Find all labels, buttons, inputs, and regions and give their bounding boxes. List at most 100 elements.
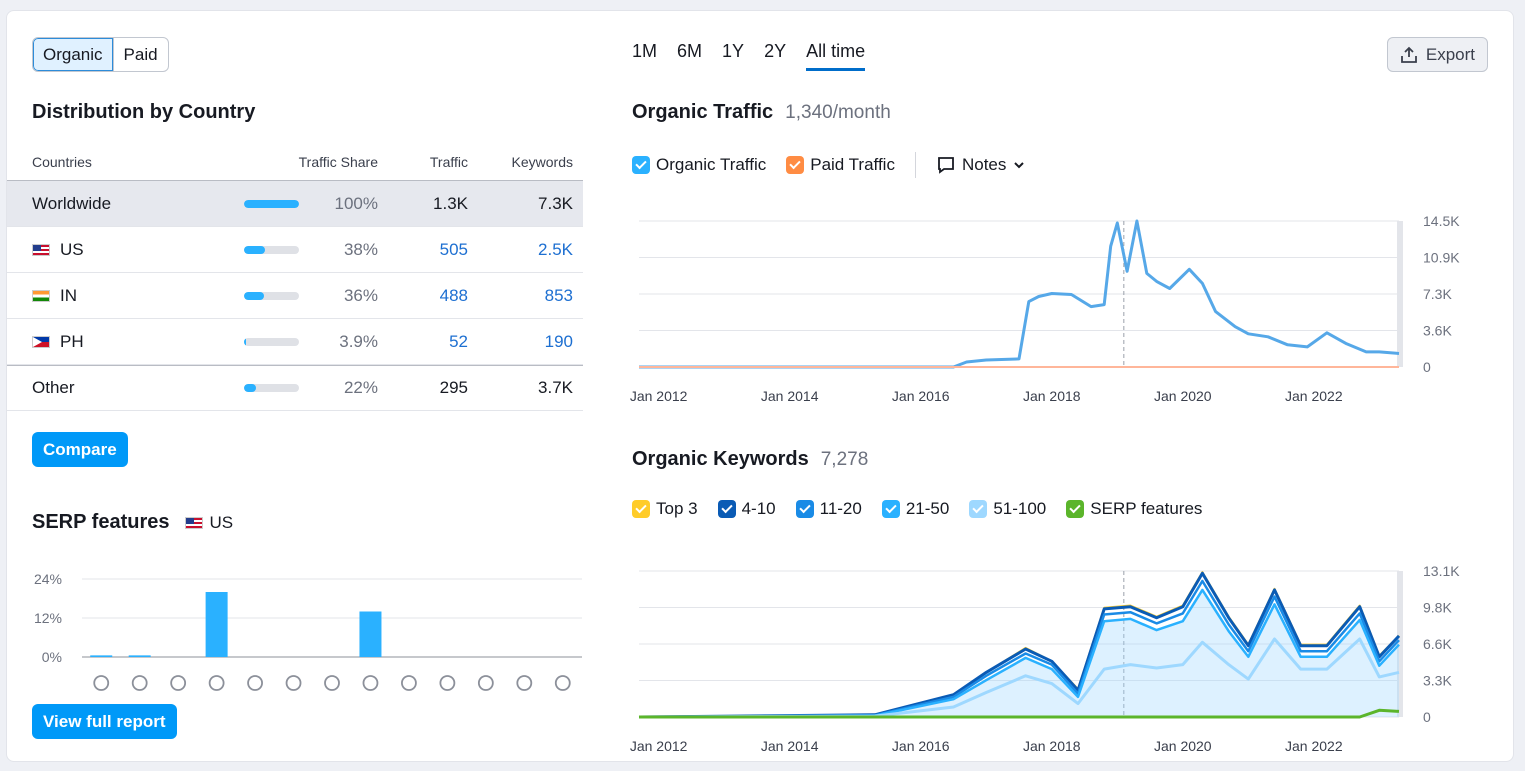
traffic-legend: Organic Traffic Paid Traffic Notes <box>632 152 1026 178</box>
y-tick-label: 14.5K <box>1423 213 1460 229</box>
serp-y-tick: 0% <box>42 649 62 665</box>
legend-top-3[interactable]: Top 3 <box>632 499 698 519</box>
legend-11-20[interactable]: 11-20 <box>795 499 862 519</box>
series-line-51-100[interactable] <box>638 637 1400 719</box>
series-line-11-20[interactable] <box>638 579 1400 719</box>
x-tick-label: Jan 2012 <box>630 388 688 404</box>
compare-button[interactable]: Compare <box>32 432 128 467</box>
series-line-organic-traffic[interactable] <box>639 219 1400 369</box>
serp-y-tick: 12% <box>34 610 62 626</box>
view-full-report-button[interactable]: View full report <box>32 704 177 739</box>
jobs-icon[interactable] <box>516 675 533 691</box>
export-icon <box>1400 46 1417 63</box>
us-flag-icon <box>185 516 204 529</box>
us-flag-icon <box>32 243 50 256</box>
organic-keywords-header: Organic Keywords 7,278 <box>632 448 868 471</box>
legend-organic-traffic[interactable]: Organic Traffic <box>632 155 766 175</box>
period-tab-1m[interactable]: 1M <box>632 41 658 61</box>
serp-bar[interactable] <box>205 592 228 657</box>
header-traffic: Traffic <box>429 154 468 170</box>
table-row[interactable]: US 38% 505 2.5K <box>7 227 583 273</box>
serp-bar[interactable] <box>359 611 382 658</box>
local-pack-icon[interactable] <box>401 675 417 691</box>
video-icon[interactable] <box>285 675 302 691</box>
y-tick-label: 9.8K <box>1423 600 1452 616</box>
serp-bar[interactable] <box>90 655 113 657</box>
export-button[interactable]: Export <box>1386 37 1488 72</box>
country-label: Other <box>32 378 75 397</box>
traffic-share-value: 36% <box>343 285 378 305</box>
notes-label: Notes <box>961 155 1007 174</box>
table-row[interactable]: PH 3.9% 52 190 <box>7 319 583 365</box>
organic-toggle-button[interactable]: Organic <box>33 38 113 71</box>
x-tick-label: Jan 2014 <box>761 388 819 404</box>
table-row[interactable]: IN 36% 488 853 <box>7 273 583 319</box>
keywords-value[interactable]: 853 <box>544 285 573 305</box>
keywords-value[interactable]: 2.5K <box>538 239 573 259</box>
period-tabs: 1M 6M 1Y 2Y All time <box>632 41 866 71</box>
country-label: Worldwide <box>32 193 112 213</box>
legend-serp-features[interactable]: SERP features <box>1066 499 1202 519</box>
country-name: US <box>32 240 84 260</box>
table-row[interactable]: Worldwide 100% 1.3K 7.3K <box>7 181 583 227</box>
crown-icon[interactable] <box>93 675 110 691</box>
series-line-21-50[interactable] <box>638 588 1400 719</box>
traffic-share-fill <box>244 337 247 346</box>
header-traffic-share: Traffic Share <box>298 154 378 170</box>
legend-paid-traffic[interactable]: Paid Traffic <box>786 155 895 175</box>
traffic-share-fill <box>244 291 264 300</box>
serp-features-header: SERP features US <box>32 511 233 534</box>
traffic-value[interactable]: 52 <box>449 331 468 351</box>
legend-51-100[interactable]: 51-100 <box>969 499 1046 519</box>
news-icon[interactable] <box>477 675 494 691</box>
video-player-icon[interactable] <box>324 675 340 691</box>
keywords-value: 7.3K <box>538 193 573 213</box>
country-name: PH <box>32 332 84 352</box>
y-tick-label: 10.9K <box>1423 250 1460 266</box>
legend-21-50[interactable]: 21-50 <box>881 499 949 519</box>
serp-bar[interactable] <box>128 655 151 657</box>
table-header: Countries Traffic Share Traffic Keywords <box>7 144 583 181</box>
checkbox-icon <box>632 156 650 174</box>
legend-4-10[interactable]: 4-10 <box>717 499 776 519</box>
series-line-serp-features[interactable] <box>639 708 1400 719</box>
traffic-share-fill <box>244 384 257 392</box>
twitter-icon[interactable] <box>554 675 571 691</box>
image-icon[interactable] <box>208 675 225 691</box>
distribution-title: Distribution by Country <box>32 101 256 123</box>
keywords-value: 3.7K <box>538 378 573 397</box>
traffic-value[interactable]: 505 <box>439 239 468 259</box>
traffic-value: 295 <box>439 378 468 397</box>
legend-label: 11-20 <box>819 499 862 518</box>
paid-toggle-button[interactable]: Paid <box>112 38 168 71</box>
traffic-share-bar <box>244 245 299 254</box>
notes-dropdown[interactable]: Notes <box>936 155 1026 175</box>
checkbox-icon <box>969 500 988 518</box>
period-tab-all-time[interactable]: All time <box>806 41 866 71</box>
chart-scroll-edge <box>1397 571 1403 717</box>
series-line-4-10[interactable] <box>638 571 1401 719</box>
keywords-value[interactable]: 190 <box>544 331 573 351</box>
organic-traffic-chart: 14.5K 10.9K 7.3K 3.6K 0 Jan 2012 Jan 2014 Jan 2… <box>630 213 1460 404</box>
series-area <box>639 589 1399 717</box>
period-tab-1y[interactable]: 1Y <box>722 41 745 61</box>
traffic-value[interactable]: 488 <box>439 285 468 305</box>
traffic-share-value: 38% <box>343 239 378 259</box>
knowledge-icon[interactable] <box>439 675 456 691</box>
star-icon[interactable] <box>170 675 187 691</box>
country-label: IN <box>60 285 77 305</box>
period-tab-6m[interactable]: 6M <box>677 41 703 61</box>
traffic-share-fill <box>244 245 265 254</box>
country-label: PH <box>60 331 84 351</box>
checkbox-icon <box>795 500 814 518</box>
traffic-share-value: 100% <box>334 193 378 213</box>
organic-paid-toggle: Organic Paid <box>32 37 169 72</box>
faq-icon[interactable] <box>362 675 379 691</box>
link-icon[interactable] <box>131 675 148 691</box>
table-row[interactable]: Other 22% 295 3.7K <box>7 365 583 411</box>
serp-features-chart: 24% 12% 0% <box>34 571 582 691</box>
y-tick-label: 13.1K <box>1423 563 1460 579</box>
period-tab-2y[interactable]: 2Y <box>764 41 787 61</box>
image-pack-icon[interactable] <box>247 675 263 691</box>
serp-country-selector[interactable]: US <box>185 513 233 533</box>
